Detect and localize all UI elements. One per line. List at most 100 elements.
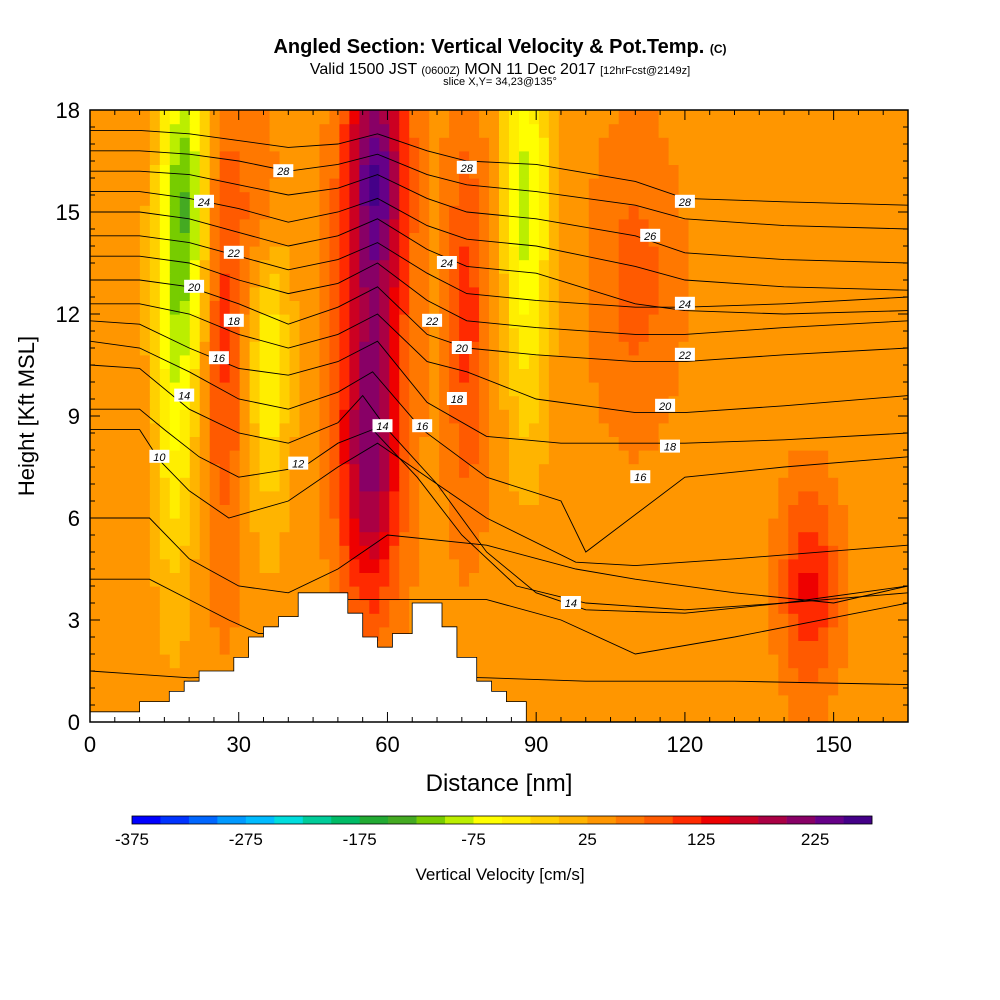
velocity-cell [439,613,450,628]
velocity-cell [588,354,600,369]
velocity-cell [518,205,530,220]
velocity-cell [678,232,690,247]
velocity-cell [369,599,380,614]
velocity-cell [459,436,470,451]
velocity-cell [598,518,610,533]
velocity-cell [439,300,450,315]
velocity-cell [658,626,670,641]
velocity-cell [738,463,749,478]
velocity-cell [309,368,321,383]
velocity-cell [249,178,261,193]
velocity-cell [538,572,550,587]
velocity-cell [848,463,859,478]
contour-label: 14 [565,598,577,610]
velocity-cell [159,110,171,125]
contour-label-bg [422,313,443,327]
velocity-cell [299,178,311,193]
velocity-cell [548,123,560,138]
velocity-cell [618,205,630,220]
velocity-cell [329,150,340,165]
velocity-cell [738,572,749,587]
velocity-cell [90,518,101,533]
velocity-cell [199,273,211,288]
velocity-cell [99,368,111,383]
velocity-cell [109,654,121,669]
velocity-cell [658,613,670,628]
velocity-cell [548,246,560,261]
velocity-cell [878,694,889,709]
velocity-cell [439,409,450,424]
velocity-cell [489,178,500,193]
velocity-cell [269,613,281,628]
velocity-cell [718,463,730,478]
velocity-cell [439,327,450,342]
velocity-cell [139,395,151,410]
velocity-cell [838,518,849,533]
velocity-cell [249,341,261,356]
velocity-cell [279,232,291,247]
velocity-cell [868,164,879,179]
velocity-cell [788,314,799,329]
velocity-cell [149,368,161,383]
velocity-cell [139,218,151,233]
velocity-cell [259,572,271,587]
velocity-cell [888,137,899,152]
velocity-cell [129,667,141,682]
velocity-cell [848,259,859,274]
velocity-cell [808,259,819,274]
isotherm-line [90,303,908,414]
velocity-cell [748,586,759,601]
velocity-cell [479,613,490,628]
velocity-cell [499,382,510,397]
velocity-cell [728,531,740,546]
velocity-cell [848,273,859,288]
velocity-cell [229,354,241,369]
velocity-cell [139,654,151,669]
velocity-cell [269,137,281,152]
velocity-cell [638,450,650,465]
velocity-cell [578,341,590,356]
velocity-cell [508,354,520,369]
velocity-cell [738,123,749,138]
velocity-cell [399,558,410,573]
velocity-cell [588,110,600,125]
velocity-cell [359,300,370,315]
velocity-cell [738,286,749,301]
velocity-cell [828,246,839,261]
velocity-cell [379,110,390,125]
velocity-cell [129,586,141,601]
velocity-cell [289,164,301,179]
velocity-cell [868,626,879,641]
velocity-cell [648,110,660,125]
velocity-cell [748,654,759,669]
velocity-cell [888,286,899,301]
velocity-cell [898,422,908,437]
velocity-cell [758,354,769,369]
velocity-cell [119,218,131,233]
velocity-cell [359,463,370,478]
velocity-cell [718,368,730,383]
velocity-cell [648,395,660,410]
velocity-cell [239,273,251,288]
velocity-cell [698,232,710,247]
velocity-cell [668,708,680,722]
velocity-cell [658,490,670,505]
velocity-cell [868,694,879,709]
velocity-cell [339,286,350,301]
velocity-cell [588,259,600,274]
contour-label: 20 [658,401,672,413]
velocity-cell [499,613,510,628]
velocity-cell [718,436,730,451]
velocity-cell [439,273,450,288]
velocity-cell [109,382,121,397]
velocity-cell [618,694,630,709]
velocity-cell [738,518,749,533]
velocity-cell [528,558,540,573]
velocity-cell [588,599,600,614]
velocity-cell [508,422,520,437]
velocity-cell [728,218,740,233]
velocity-cell [598,490,610,505]
velocity-cell [439,286,450,301]
velocity-cell [139,259,151,274]
velocity-cell [449,382,460,397]
